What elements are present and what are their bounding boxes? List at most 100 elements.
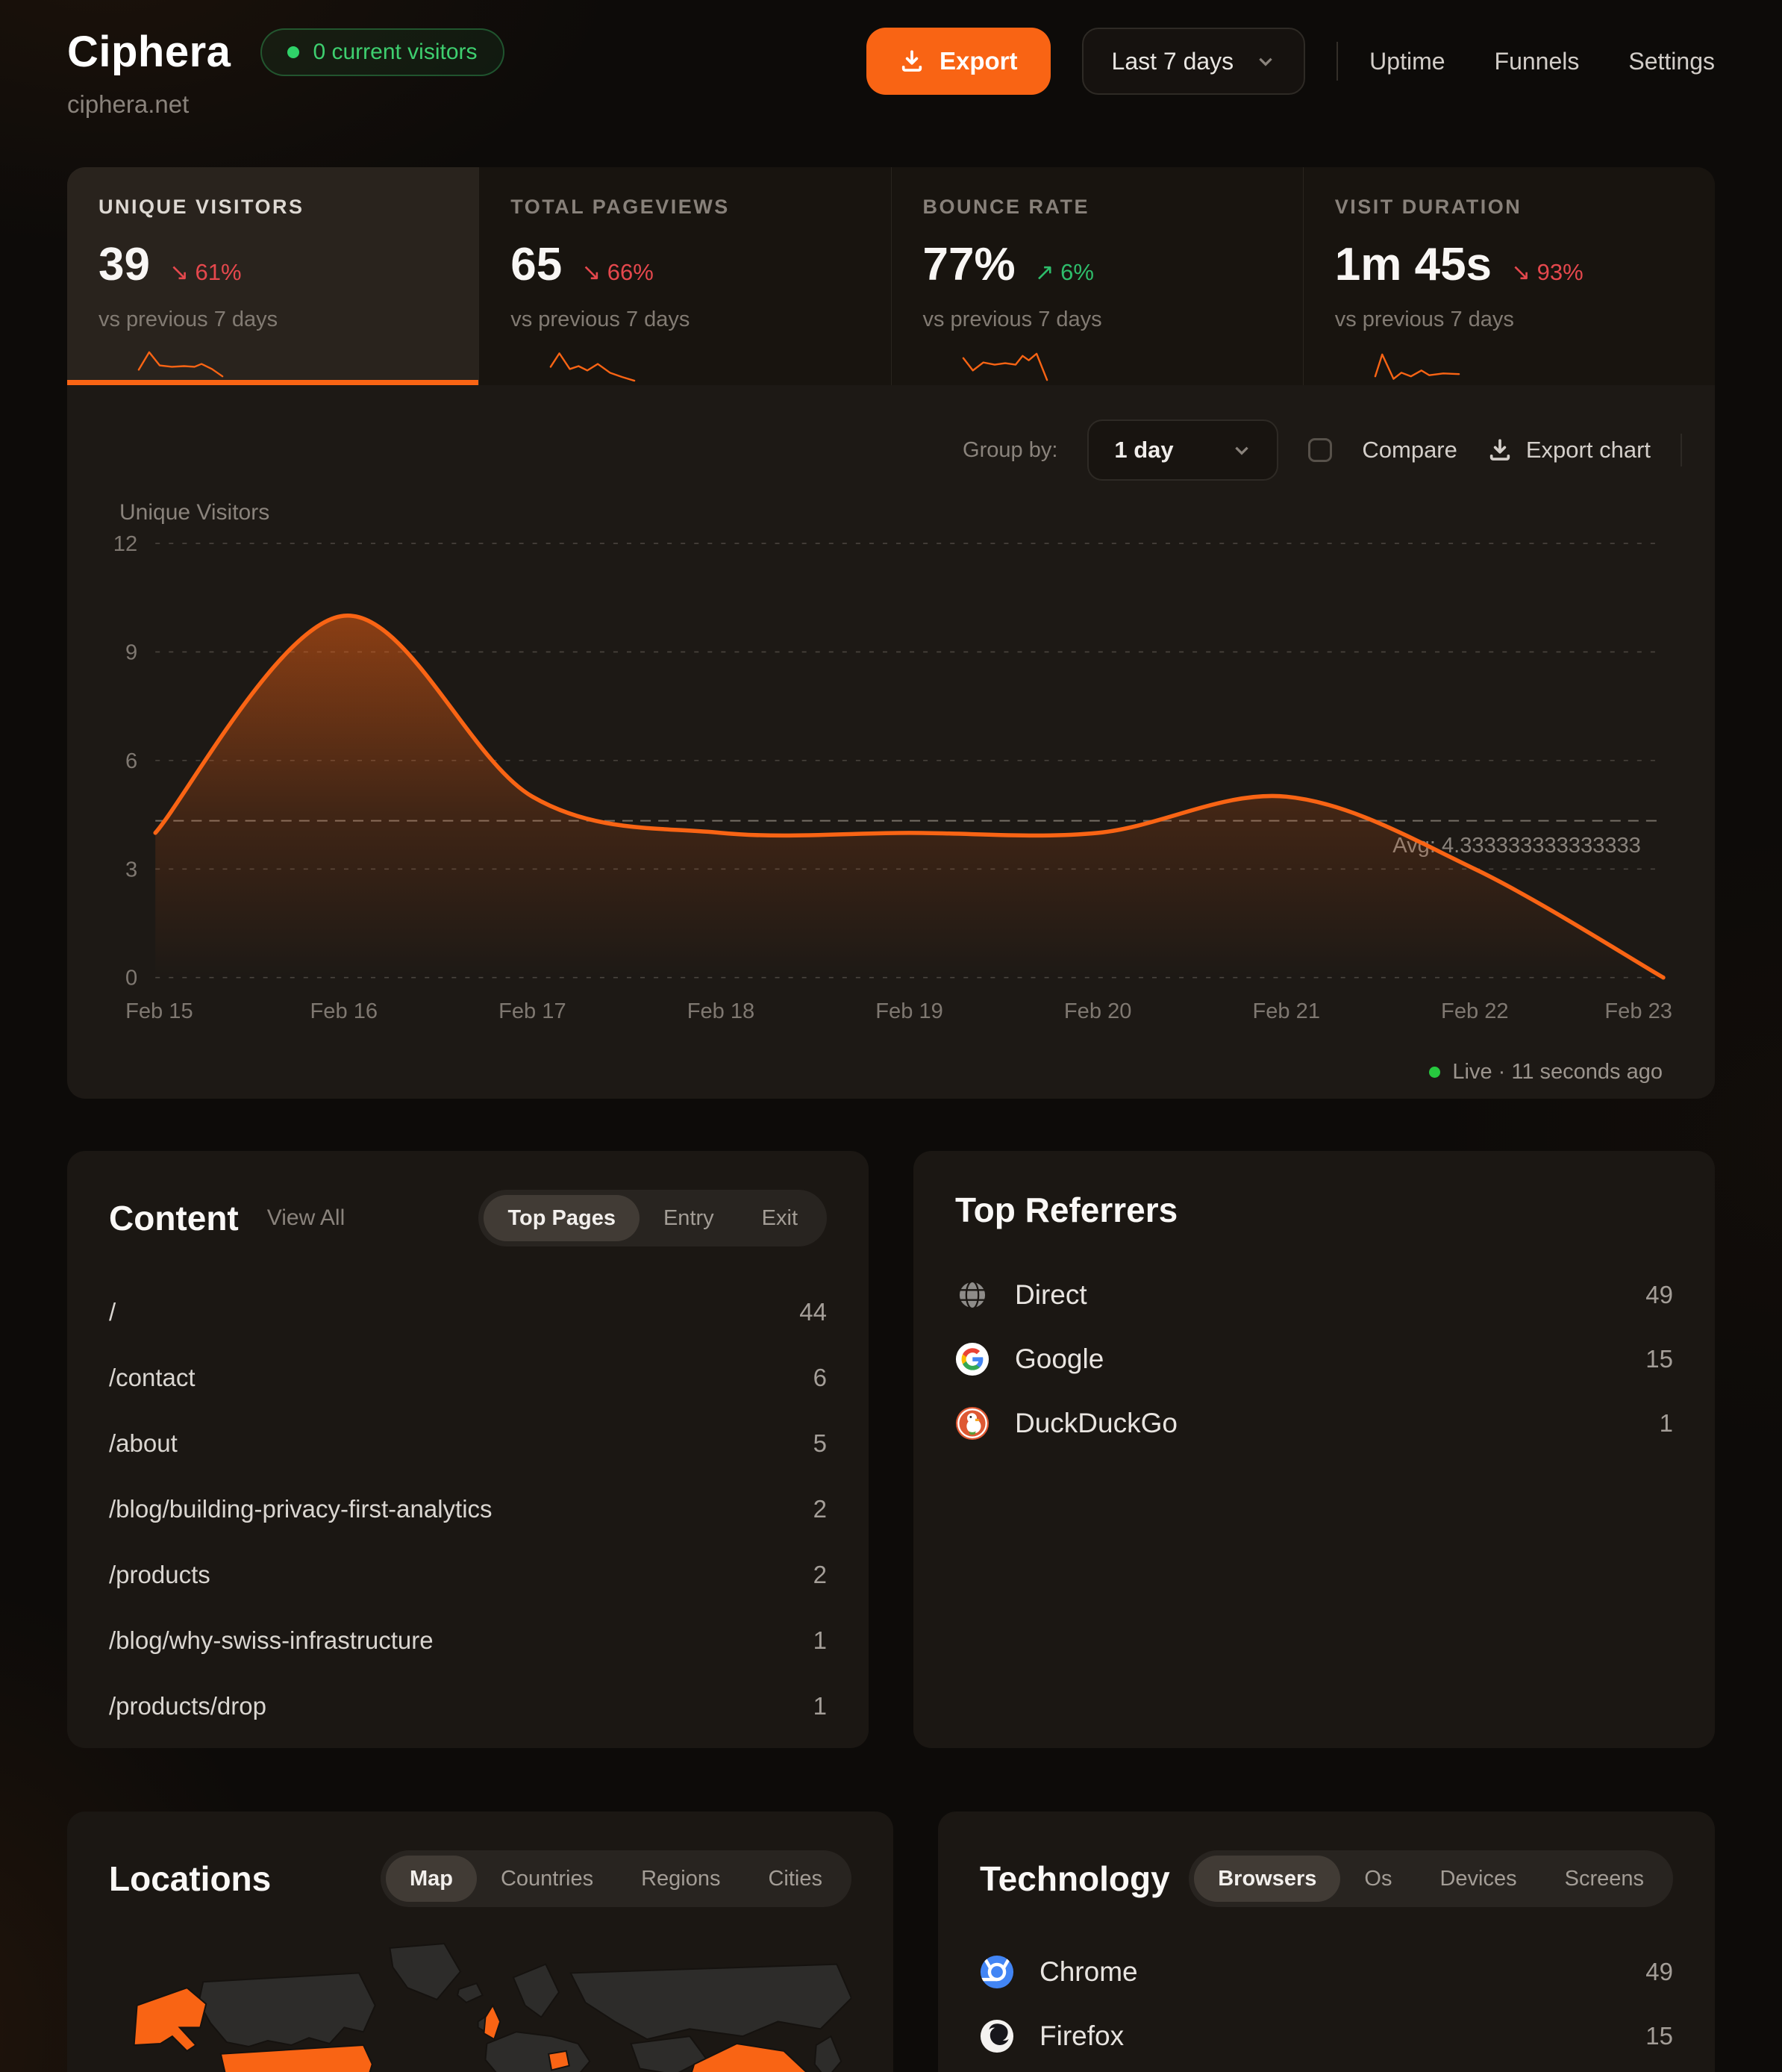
technology-title: Technology xyxy=(980,1859,1170,1898)
group-by-dropdown[interactable]: 1 day xyxy=(1087,419,1279,481)
stat-label: TOTAL PAGEVIEWS xyxy=(510,196,730,218)
stat-value: 77% xyxy=(922,239,1016,290)
tab-map[interactable]: Map xyxy=(385,1856,477,1902)
tab-top-pages[interactable]: Top Pages xyxy=(484,1195,640,1241)
chart-series-label: Unique Visitors xyxy=(119,500,270,525)
nav-item-uptime[interactable]: Uptime xyxy=(1369,47,1445,75)
nav-item-settings[interactable]: Settings xyxy=(1628,47,1715,75)
referrer-row-google[interactable]: Google 15 xyxy=(955,1327,1673,1391)
current-visitors-badge: 0 current visitors xyxy=(260,28,504,76)
referrers-card: Top Referrers Direct 49 Google 15 DuckDu… xyxy=(913,1151,1715,1748)
content-card: Content View All Top Pages Entry Exit / 44… xyxy=(67,1151,869,1748)
stat-label: UNIQUE VISITORS xyxy=(99,196,304,218)
stat-card-visit-duration[interactable]: VISIT DURATION 1m 45s ↘ 93% vs previous … xyxy=(1304,167,1715,385)
stat-card-bounce-rate[interactable]: BOUNCE RATE 77% ↗ 6% vs previous 7 days xyxy=(892,167,1304,385)
page-path: /blog/building-privacy-first-analytics xyxy=(109,1495,493,1523)
stat-card-unique-visitors[interactable]: UNIQUE VISITORS 39 ↘ 61% vs previous 7 d… xyxy=(67,167,480,385)
content-row[interactable]: /about 5 xyxy=(109,1411,827,1476)
view-all-link[interactable]: View All xyxy=(266,1205,346,1230)
chevron-down-icon xyxy=(1235,446,1249,455)
stat-delta: ↗ 6% xyxy=(1034,259,1094,285)
stats-row: UNIQUE VISITORS 39 ↘ 61% vs previous 7 d… xyxy=(67,167,1715,385)
page-count: 6 xyxy=(813,1364,827,1391)
divider xyxy=(1681,434,1682,466)
svg-text:6: 6 xyxy=(125,749,137,773)
stat-comparison-label: vs previous 7 days xyxy=(99,308,278,331)
country-united-kingdom xyxy=(483,2003,501,2041)
tab-entry[interactable]: Entry xyxy=(640,1195,738,1241)
compare-checkbox[interactable] xyxy=(1308,438,1333,462)
page-path: /products xyxy=(109,1561,210,1588)
content-row[interactable]: /products 2 xyxy=(109,1542,827,1608)
content-title: Content xyxy=(109,1199,239,1238)
technology-row-chrome[interactable]: Chrome 49 xyxy=(980,1940,1673,2004)
referrer-row-duckduckgo[interactable]: DuckDuckGo 1 xyxy=(955,1391,1673,1455)
globe-icon xyxy=(955,1278,990,1312)
header: Ciphera 0 current visitors ciphera.net E… xyxy=(67,27,1715,146)
stat-card-total-pageviews[interactable]: TOTAL PAGEVIEWS 65 ↘ 66% vs previous 7 d… xyxy=(479,167,892,385)
tab-cities[interactable]: Cities xyxy=(744,1856,846,1902)
page-path: /about xyxy=(109,1429,178,1457)
stat-value: 65 xyxy=(510,239,563,290)
chevron-down-icon xyxy=(1259,57,1272,66)
tab-screens[interactable]: Screens xyxy=(1541,1856,1668,1902)
content-row[interactable]: / 44 xyxy=(109,1279,827,1345)
svg-text:Feb 18: Feb 18 xyxy=(687,999,755,1023)
row-count: 49 xyxy=(1645,1281,1673,1308)
green-dot-icon xyxy=(287,46,300,58)
overview-chart-card: UNIQUE VISITORS 39 ↘ 61% vs previous 7 d… xyxy=(67,167,1715,1099)
site-domain: ciphera.net xyxy=(67,90,190,118)
tab-exit[interactable]: Exit xyxy=(738,1195,822,1241)
technology-card: Technology Browsers Os Devices Screens Chro… xyxy=(938,1812,1715,2072)
page-path: /products/drop xyxy=(109,1692,266,1720)
stat-label: BOUNCE RATE xyxy=(922,196,1090,218)
tab-regions[interactable]: Regions xyxy=(617,1856,744,1902)
nav-item-funnels[interactable]: Funnels xyxy=(1494,47,1580,75)
current-visitors-label: 0 current visitors xyxy=(313,39,478,64)
svg-text:Feb 21: Feb 21 xyxy=(1252,999,1320,1023)
sparkline-chart xyxy=(1374,353,1460,380)
content-row[interactable]: /products/drop 1 xyxy=(109,1673,827,1739)
technology-row-cutoff[interactable] xyxy=(980,2068,1673,2072)
content-row[interactable]: /contact 6 xyxy=(109,1345,827,1411)
page-path: /blog/why-swiss-infrastructure xyxy=(109,1626,434,1654)
referrer-row-direct[interactable]: Direct 49 xyxy=(955,1263,1673,1327)
sparkline-chart xyxy=(549,352,636,382)
chart-area: Unique Visitors 0 3 6 9 12 Feb 15 Feb 16 Feb 17… xyxy=(67,481,1715,1054)
visitors-chart[interactable]: 0 3 6 9 12 Feb 15 Feb 16 Feb 17 Feb 18 Feb 19 Feb … xyxy=(103,530,1682,1054)
tab-os[interactable]: Os xyxy=(1340,1856,1416,1902)
date-range-dropdown[interactable]: Last 7 days xyxy=(1081,28,1306,95)
page-count: 2 xyxy=(813,1495,827,1523)
duckduckgo-icon xyxy=(955,1406,990,1441)
svg-text:0: 0 xyxy=(125,967,137,990)
brand-block: Ciphera 0 current visitors ciphera.net xyxy=(67,27,504,119)
tab-browsers[interactable]: Browsers xyxy=(1194,1856,1341,1902)
tab-devices[interactable]: Devices xyxy=(1416,1856,1540,1902)
svg-text:Feb 20: Feb 20 xyxy=(1064,999,1132,1023)
export-chart-button[interactable]: Export chart xyxy=(1487,437,1651,464)
row-count: 49 xyxy=(1645,1958,1673,1985)
content-row[interactable]: /blog/why-swiss-infrastructure 1 xyxy=(109,1608,827,1673)
compare-label: Compare xyxy=(1362,437,1457,463)
world-map[interactable] xyxy=(116,1932,851,2072)
referrers-title: Top Referrers xyxy=(955,1191,1178,1229)
tab-countries[interactable]: Countries xyxy=(477,1856,617,1902)
country-alaska xyxy=(133,1987,207,2053)
row-name: Direct xyxy=(1015,1279,1087,1310)
highlighted-countries xyxy=(133,1987,807,2072)
content-tabs: Top Pages Entry Exit xyxy=(478,1190,827,1246)
technology-row-firefox[interactable]: Firefox 15 xyxy=(980,2004,1673,2068)
svg-text:Feb 19: Feb 19 xyxy=(875,999,943,1023)
page-count: 2 xyxy=(813,1561,827,1588)
download-icon xyxy=(1489,439,1510,461)
stat-label: VISIT DURATION xyxy=(1334,196,1522,218)
content-row[interactable]: /blog/building-privacy-first-analytics 2 xyxy=(109,1476,827,1542)
svg-text:9: 9 xyxy=(125,640,137,664)
stat-comparison-label: vs previous 7 days xyxy=(1334,308,1514,331)
date-range-value: Last 7 days xyxy=(1111,47,1234,75)
stat-delta: ↘ 66% xyxy=(581,259,654,285)
middle-grid: Content View All Top Pages Entry Exit / 44… xyxy=(67,1151,1715,1748)
page-path: /contact xyxy=(109,1364,196,1391)
export-button[interactable]: Export xyxy=(866,28,1051,95)
firefox-icon xyxy=(980,2019,1014,2053)
